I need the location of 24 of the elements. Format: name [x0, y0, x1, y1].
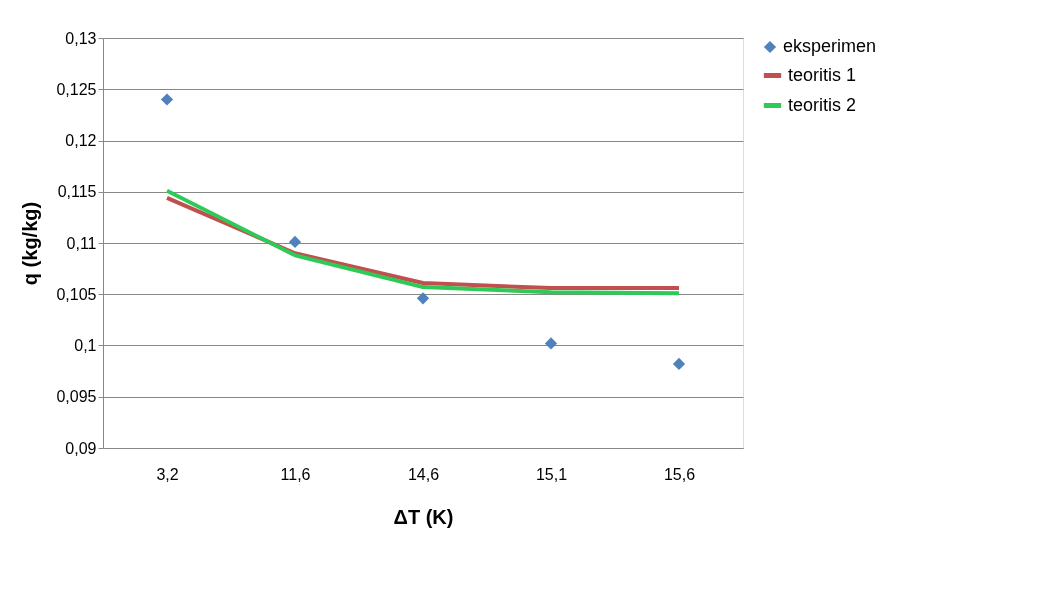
legend-label: teoritis 2 [788, 94, 857, 115]
y-tick-label: 0,105 [56, 285, 97, 303]
point [672, 357, 686, 371]
y-tick-label: 0,125 [56, 80, 97, 98]
x-tick-label: 14,6 [407, 465, 440, 483]
x-tick-label: 15,1 [535, 465, 568, 483]
y-tick-label: 0,09 [65, 439, 97, 457]
x-tick-label: 15,6 [663, 465, 696, 483]
y-tick-label: 0,12 [65, 132, 97, 149]
legend-label: teoritis 1 [788, 64, 857, 85]
y-tick-label: 0,13 [65, 29, 97, 47]
y-tick-label: 0,115 [57, 183, 97, 201]
legend-label: eksperimen [783, 36, 877, 56]
y-axis-title: q (kg/kg) [19, 201, 42, 286]
x-tick-label: 3,2 [156, 465, 179, 483]
y-tick-label: 0,11 [66, 234, 97, 252]
x-tick-label: 11,6 [280, 465, 311, 483]
point [288, 235, 302, 249]
x-axis-title: ΔT (K) [393, 505, 454, 528]
point [416, 292, 430, 305]
point [544, 337, 558, 350]
y-tick-label: 0,095 [56, 388, 97, 406]
point [160, 93, 174, 106]
y-tick-label: 0,1 [74, 337, 97, 354]
